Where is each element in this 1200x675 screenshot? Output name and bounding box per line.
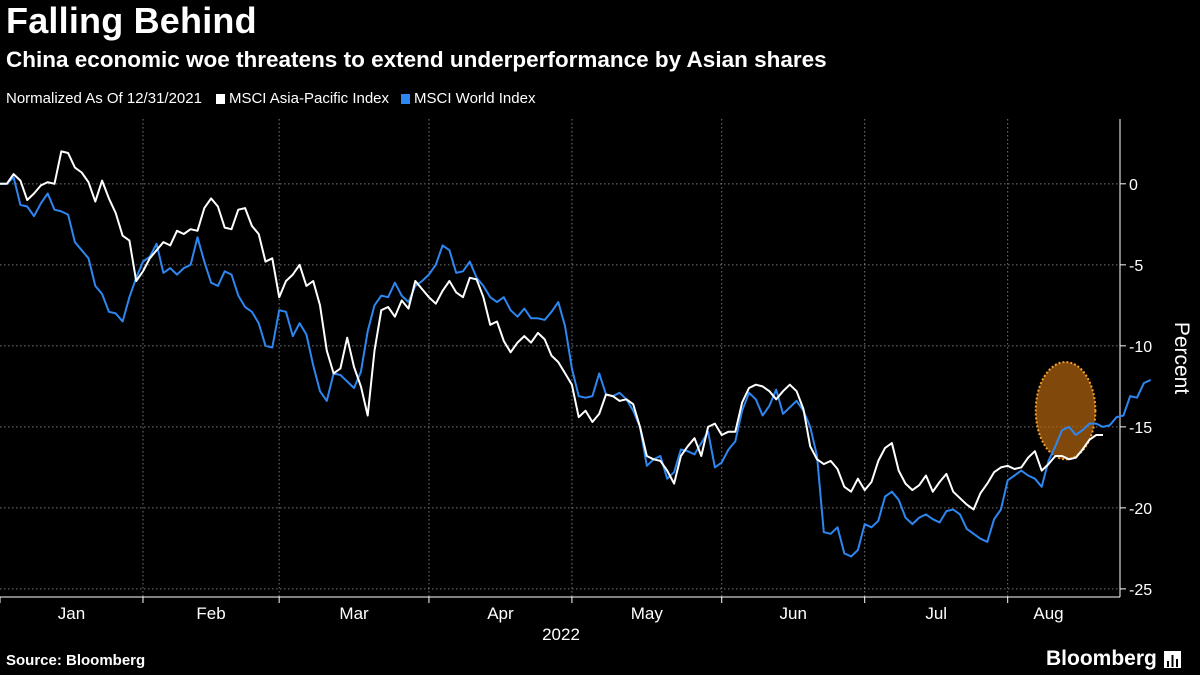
bloomberg-terminal-icon [1163, 650, 1181, 668]
y-tick-label: -20 [1129, 501, 1152, 518]
x-axis-label: 2022 [542, 625, 580, 644]
y-axis-label: Percent [1170, 322, 1193, 395]
legend-note: Normalized As Of 12/31/2021 [6, 90, 202, 107]
series-line-asia-pacific [0, 150, 1103, 511]
y-tick-label: -25 [1129, 582, 1152, 599]
y-tick-label: -5 [1129, 258, 1143, 275]
source-note: Source: Bloomberg [6, 652, 146, 669]
legend-item-asia-pacific: MSCI Asia-Pacific Index [215, 90, 390, 107]
y-tick-label: -10 [1129, 339, 1152, 356]
x-tick-label: Feb [196, 604, 225, 623]
x-tick-label: Mar [339, 604, 369, 623]
x-tick-label: Jun [779, 604, 806, 623]
x-tick-label: May [631, 604, 664, 623]
bar-chart-icon [1166, 654, 1178, 667]
x-tick-label: Jan [58, 604, 85, 623]
legend-swatch-world [401, 93, 411, 104]
legend-label-asia-pacific: MSCI Asia-Pacific Index [228, 90, 390, 107]
highlight-ellipse [1034, 361, 1097, 461]
x-tick-label: Apr [487, 604, 514, 623]
y-tick-label: -15 [1129, 420, 1152, 437]
legend-label-world: MSCI World Index [414, 90, 536, 107]
chart-subtitle: China economic woe threatens to extend u… [6, 47, 827, 72]
x-tick-label: Aug [1033, 604, 1063, 623]
y-tick-label: 0 [1129, 177, 1138, 194]
brand-logo: Bloomberg [1046, 647, 1181, 671]
legend: Normalized As Of 12/31/2021 MSCI Asia-Pa… [6, 90, 547, 107]
chart-title: Falling Behind [6, 0, 257, 41]
brand-wordmark: Bloomberg [1046, 647, 1157, 670]
legend-swatch-asia-pacific [215, 93, 225, 104]
x-tick-label: Jul [925, 604, 947, 623]
legend-item-world: MSCI World Index [401, 90, 535, 107]
series-line-world [0, 176, 1152, 558]
